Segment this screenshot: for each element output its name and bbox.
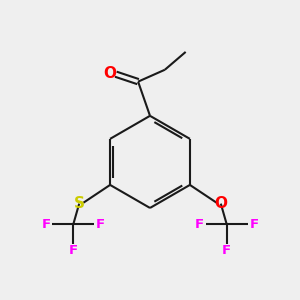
Text: F: F [195,218,204,231]
Text: F: F [69,244,78,257]
Text: F: F [222,244,231,257]
Text: S: S [74,196,85,211]
Text: F: F [250,218,259,231]
Text: F: F [41,218,50,231]
Text: F: F [96,218,105,231]
Text: O: O [214,196,227,211]
Text: O: O [103,66,116,81]
